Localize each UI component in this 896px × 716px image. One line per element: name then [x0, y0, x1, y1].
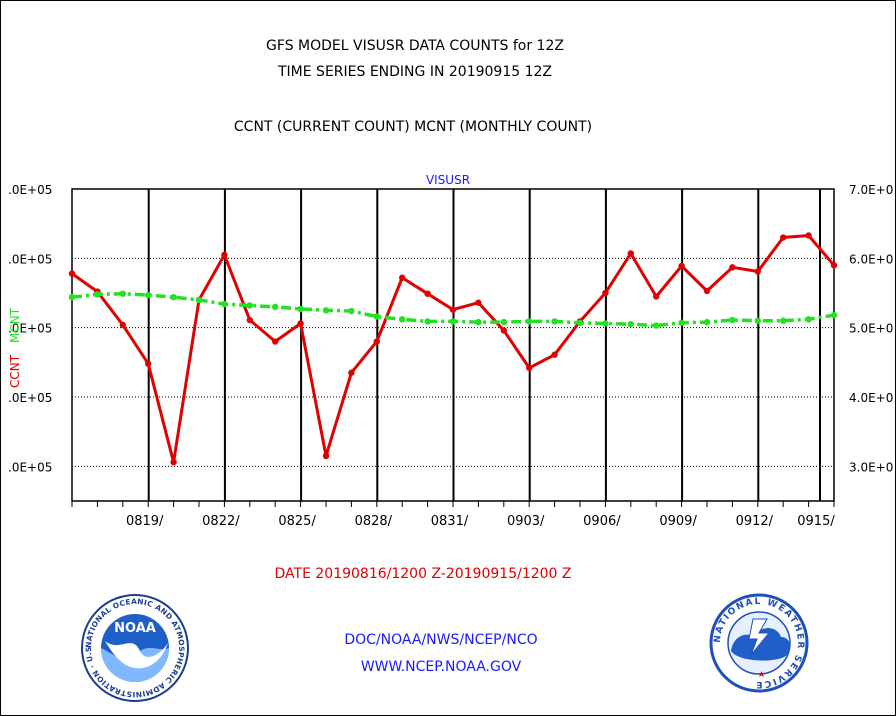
data-point-mcnt: [170, 293, 177, 301]
left-tick-label: .0E+05: [8, 183, 52, 197]
data-point-mcnt: [526, 318, 533, 325]
data-point-ccnt: [145, 360, 152, 367]
x-tick-label: 0906/: [583, 514, 621, 529]
nws-logo: NATIONAL WEATHER SERVICE: [709, 593, 809, 693]
chart-svg: 0819/0822/0825/0828/0831/0903/0906/0909/…: [8, 173, 893, 529]
data-point-mcnt: [653, 322, 660, 329]
data-point-mcnt: [551, 318, 558, 325]
panel-label: VISUSR: [426, 173, 470, 187]
x-tick-label: 0912/: [736, 514, 774, 529]
data-point-mcnt: [297, 305, 304, 313]
data-point-ccnt: [170, 458, 177, 466]
data-point-mcnt: [424, 318, 431, 325]
org-link[interactable]: DOC/NOAA/NWS/NCEP/NCO: [344, 632, 538, 648]
ncep-url-link[interactable]: WWW.NCEP.NOAA.GOV: [360, 659, 522, 675]
right-tick-label: 5.0E+0: [849, 322, 893, 336]
chart-subtitle: CCNT (CURRENT COUNT) MCNT (MONTHLY COUNT…: [233, 119, 593, 135]
left-tick-label: .0E+05: [8, 391, 52, 405]
data-point-mcnt: [729, 316, 736, 324]
data-point-mcnt: [475, 318, 482, 326]
left-tick-label: .0E+05: [8, 460, 52, 474]
chart-title-line2: TIME SERIES ENDING IN 20190915 12Z: [278, 64, 552, 80]
data-point-ccnt: [272, 338, 279, 345]
data-point-mcnt: [678, 319, 685, 327]
data-point-mcnt: [373, 313, 380, 320]
data-point-ccnt: [424, 290, 431, 297]
data-point-mcnt: [246, 302, 253, 309]
data-point-ccnt: [500, 327, 507, 334]
data-point-ccnt: [627, 250, 634, 257]
left-tick-label: .0E+05: [8, 252, 52, 266]
x-tick-label: 0822/: [202, 514, 240, 529]
date-range: DATE 20190816/1200 Z-20190915/1200 Z: [274, 566, 572, 582]
x-tick-label: 0915/: [797, 514, 835, 529]
data-point-mcnt: [221, 300, 228, 308]
x-tick-label: 0831/: [431, 514, 469, 529]
data-point-ccnt: [348, 369, 355, 376]
data-point-ccnt: [68, 270, 76, 277]
right-tick-label: 4.0E+0: [849, 391, 893, 405]
data-point-mcnt: [500, 318, 507, 326]
data-point-mcnt: [627, 321, 634, 328]
data-point-ccnt: [475, 299, 482, 306]
data-point-mcnt: [703, 318, 711, 326]
data-point-ccnt: [678, 262, 685, 270]
data-point-mcnt: [576, 319, 584, 327]
data-point-ccnt: [653, 293, 660, 300]
data-point-ccnt: [246, 316, 253, 324]
y-axis-label-ccnt: CCNT: [8, 354, 22, 388]
data-point-mcnt: [195, 296, 203, 304]
right-tick-label: 6.0E+0: [849, 252, 893, 266]
data-point-mcnt: [780, 317, 787, 324]
right-tick-label: 7.0E+0: [849, 183, 893, 197]
data-point-mcnt: [348, 307, 355, 315]
x-tick-label: 0828/: [355, 514, 393, 529]
right-tick-label: 3.0E+0: [849, 460, 893, 474]
noaa-logo: NATIONAL OCEANIC AND ATMOSPHERIC ADMINIS…: [80, 593, 189, 702]
noaa-logo-text: NOAA: [114, 621, 156, 636]
data-point-mcnt: [272, 303, 279, 311]
y-axis-label-mcnt: MCNT: [8, 307, 22, 343]
data-point-ccnt: [526, 364, 533, 372]
data-point-ccnt: [449, 306, 457, 313]
chart-title-line1: GFS MODEL VISUSR DATA COUNTS for 12Z: [266, 38, 564, 54]
data-point-ccnt: [729, 264, 736, 271]
data-point-mcnt: [68, 293, 76, 301]
data-point-mcnt: [119, 290, 127, 297]
data-point-mcnt: [399, 316, 406, 323]
data-point-ccnt: [703, 287, 711, 295]
data-point-mcnt: [322, 307, 330, 314]
data-point-mcnt: [602, 320, 609, 327]
x-tick-label: 0909/: [659, 514, 697, 529]
data-point-mcnt: [830, 311, 838, 319]
data-point-ccnt: [551, 351, 558, 358]
data-point-ccnt: [221, 251, 228, 259]
x-tick-label: 0903/: [507, 514, 545, 529]
data-point-mcnt: [754, 317, 761, 324]
data-point-ccnt: [602, 289, 609, 297]
data-point-ccnt: [754, 268, 761, 275]
x-tick-label: 0825/: [278, 514, 316, 529]
data-point-mcnt: [805, 316, 812, 323]
data-point-ccnt: [399, 274, 406, 281]
data-point-ccnt: [119, 321, 127, 329]
data-point-ccnt: [805, 232, 812, 239]
data-point-ccnt: [830, 262, 838, 269]
data-point-mcnt: [145, 291, 152, 299]
data-point-mcnt: [94, 291, 101, 298]
data-point-ccnt: [322, 452, 330, 460]
data-point-ccnt: [780, 234, 787, 241]
data-point-mcnt: [449, 318, 457, 325]
x-tick-label: 0819/: [126, 514, 164, 529]
data-point-ccnt: [373, 338, 380, 345]
left-tick-label: .0E+05: [8, 322, 52, 336]
data-point-ccnt: [297, 320, 304, 327]
